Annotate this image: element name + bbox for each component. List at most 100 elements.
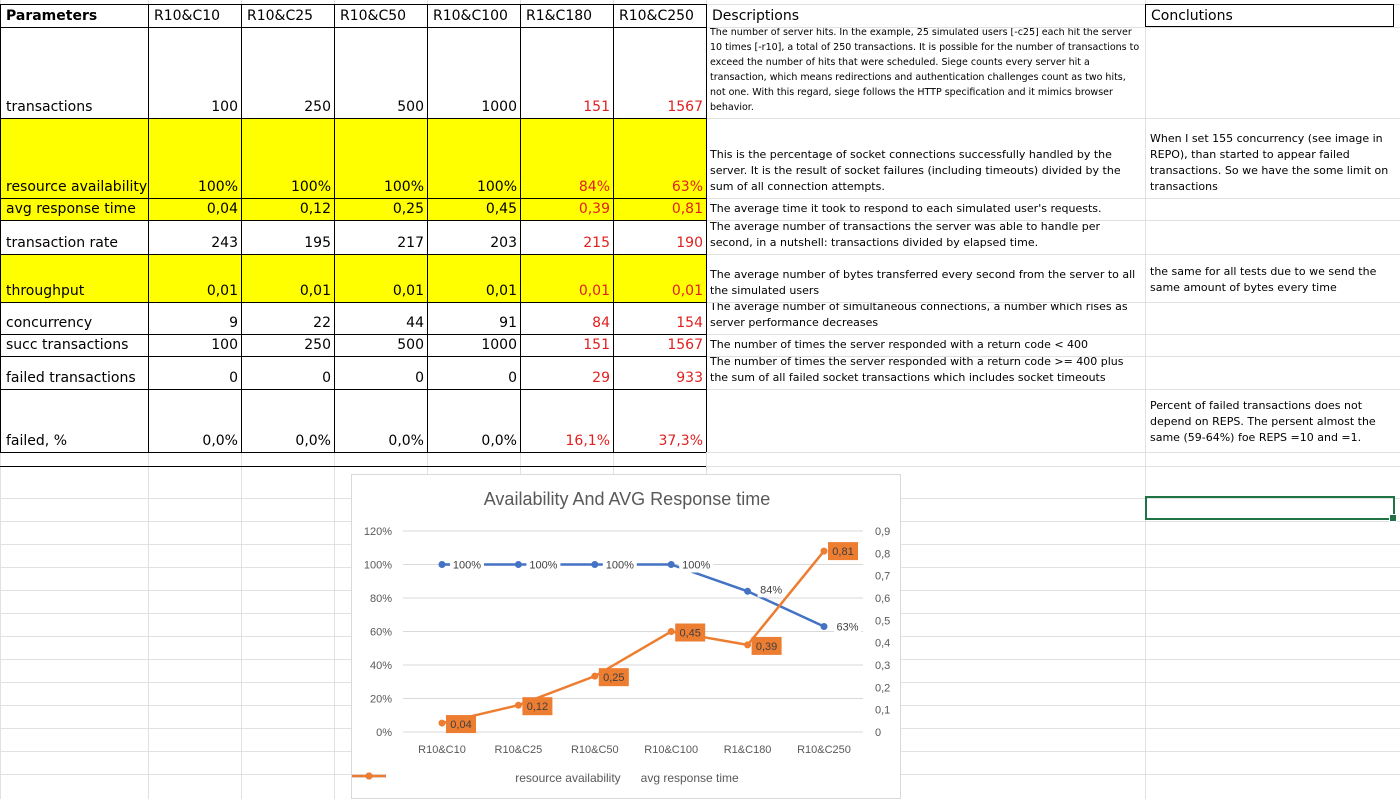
value-cell[interactable]: 215 xyxy=(583,235,610,251)
value-cell[interactable]: 154 xyxy=(676,315,703,331)
row-label[interactable]: transaction rate xyxy=(6,235,118,251)
value-cell[interactable]: 1000 xyxy=(481,99,517,115)
data-label: 0,39 xyxy=(756,641,777,653)
legend-label: resource availability xyxy=(515,771,621,785)
value-cell[interactable]: 250 xyxy=(304,337,331,353)
data-point xyxy=(514,561,522,568)
value-cell[interactable]: 1000 xyxy=(481,337,517,353)
value-cell[interactable]: 190 xyxy=(676,235,703,251)
value-cell[interactable]: 195 xyxy=(304,235,331,251)
data-label-bg xyxy=(598,668,629,687)
description-cell[interactable]: This is the percentage of socket connect… xyxy=(710,148,1121,193)
conclusion-cell[interactable]: When I set 155 concurrency (see image in… xyxy=(1150,132,1389,193)
value-cell[interactable]: 0,0% xyxy=(295,433,331,449)
value-cell[interactable]: 29 xyxy=(592,370,610,386)
value-cell[interactable]: 0,81 xyxy=(614,199,706,220)
value-cell[interactable]: 100% xyxy=(335,119,427,198)
data-label: 0,25 xyxy=(603,672,624,684)
header-column[interactable]: R10&C250 xyxy=(619,8,694,24)
value-cell[interactable]: 0,0% xyxy=(388,433,424,449)
value-cell[interactable]: 0,25 xyxy=(335,199,427,220)
data-label: 0,04 xyxy=(450,719,471,731)
description-cell[interactable]: The average time it took to respond to e… xyxy=(710,202,1102,215)
description-cell[interactable]: The number of server hits. In the exampl… xyxy=(710,28,1140,113)
row-label[interactable]: throughput xyxy=(1,255,148,302)
header-column[interactable]: R10&C25 xyxy=(247,8,314,24)
value-cell[interactable]: 100 xyxy=(211,99,238,115)
description-cell[interactable]: The number of times the server responded… xyxy=(710,357,1124,384)
conclusion-cell[interactable]: the same for all tests due to we send th… xyxy=(1150,265,1377,294)
row-label[interactable]: concurrency xyxy=(6,315,93,331)
row-label[interactable]: failed transactions xyxy=(6,370,136,386)
value-cell[interactable]: 84% xyxy=(521,119,613,198)
value-cell[interactable]: 243 xyxy=(211,235,238,251)
row-label[interactable]: avg response time xyxy=(1,199,148,220)
value-cell[interactable]: 100% xyxy=(149,119,241,198)
line-chart[interactable]: Availability And AVG Response time 0% 20% 4… xyxy=(351,474,901,799)
data-label: 0,12 xyxy=(527,701,548,713)
value-cell[interactable]: 1567 xyxy=(667,337,703,353)
selected-cell[interactable] xyxy=(1145,496,1397,522)
row-label[interactable]: transactions xyxy=(6,99,93,115)
header-conclusions[interactable]: Conclutions xyxy=(1151,8,1233,24)
description-cell[interactable]: The average number of simultaneous conne… xyxy=(710,303,1128,329)
row-label[interactable]: succ transactions xyxy=(6,337,129,353)
value-cell[interactable]: 0 xyxy=(322,370,331,386)
value-cell[interactable]: 500 xyxy=(397,99,424,115)
description-cell[interactable]: The average number of bytes transferred … xyxy=(710,268,1136,297)
value-cell[interactable]: 0,45 xyxy=(428,199,520,220)
value-cell[interactable]: 217 xyxy=(397,235,424,251)
value-cell[interactable]: 0,01 xyxy=(149,255,241,302)
header-descriptions[interactable]: Descriptions xyxy=(712,8,800,24)
conclusion-cell[interactable]: Percent of failed transactions does not … xyxy=(1150,399,1376,444)
value-cell[interactable]: 1567 xyxy=(667,99,703,115)
x-tick-label: R10&C50 xyxy=(571,744,619,756)
value-cell[interactable]: 0,0% xyxy=(481,433,517,449)
value-cell[interactable]: 0 xyxy=(415,370,424,386)
description-cell[interactable]: The number of times the server responded… xyxy=(710,338,1089,351)
value-cell[interactable]: 100 xyxy=(211,337,238,353)
value-cell[interactable]: 0,0% xyxy=(202,433,238,449)
value-cell[interactable]: 0 xyxy=(508,370,517,386)
value-cell[interactable]: 100% xyxy=(428,119,520,198)
y-right-tick: 0,6 xyxy=(875,593,890,605)
value-cell[interactable]: 151 xyxy=(583,99,610,115)
row-label[interactable]: resource availability xyxy=(1,119,148,198)
value-cell[interactable]: 22 xyxy=(313,315,331,331)
value-cell[interactable]: 84 xyxy=(592,315,610,331)
value-cell[interactable]: 0,01 xyxy=(428,255,520,302)
value-cell[interactable]: 37,3% xyxy=(658,433,703,449)
header-parameters[interactable]: Parameters xyxy=(6,8,98,24)
header-column[interactable]: R10&C50 xyxy=(340,8,407,24)
value-cell[interactable]: 0,01 xyxy=(335,255,427,302)
value-cell[interactable]: 9 xyxy=(229,315,238,331)
value-cell[interactable]: 0 xyxy=(229,370,238,386)
header-column[interactable]: R1&C180 xyxy=(526,8,593,24)
data-label-bg xyxy=(522,697,553,716)
value-cell[interactable]: 16,1% xyxy=(565,433,610,449)
value-cell[interactable]: 933 xyxy=(676,370,703,386)
y-left-tick: 0% xyxy=(376,727,392,739)
value-cell[interactable]: 91 xyxy=(499,315,517,331)
header-column[interactable]: R10&C100 xyxy=(433,8,508,24)
value-cell[interactable]: 0,01 xyxy=(614,255,706,302)
value-cell[interactable]: 63% xyxy=(614,119,706,198)
row-label[interactable]: failed, % xyxy=(6,433,67,449)
data-label-bg xyxy=(446,715,476,734)
value-cell[interactable]: 0,04 xyxy=(149,199,241,220)
value-cell[interactable]: 44 xyxy=(406,315,424,331)
header-column[interactable]: R10&C10 xyxy=(154,8,221,24)
value-cell[interactable]: 151 xyxy=(583,337,610,353)
data-point xyxy=(744,587,752,595)
value-cell[interactable]: 0,01 xyxy=(242,255,334,302)
value-cell[interactable]: 0,12 xyxy=(242,199,334,220)
value-cell[interactable]: 500 xyxy=(397,337,424,353)
value-cell[interactable]: 250 xyxy=(304,99,331,115)
y-left-tick: 80% xyxy=(370,593,392,605)
description-cell[interactable]: The average number of transactions the s… xyxy=(710,221,1101,249)
value-cell[interactable]: 0,01 xyxy=(521,255,613,302)
value-cell[interactable]: 100% xyxy=(242,119,334,198)
value-cell[interactable]: 203 xyxy=(490,235,517,251)
value-cell[interactable]: 0,39 xyxy=(521,199,613,220)
